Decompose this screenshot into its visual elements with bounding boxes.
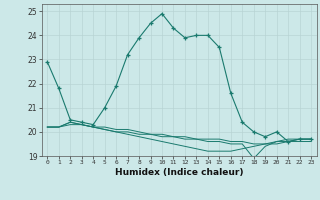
X-axis label: Humidex (Indice chaleur): Humidex (Indice chaleur) (115, 168, 244, 177)
